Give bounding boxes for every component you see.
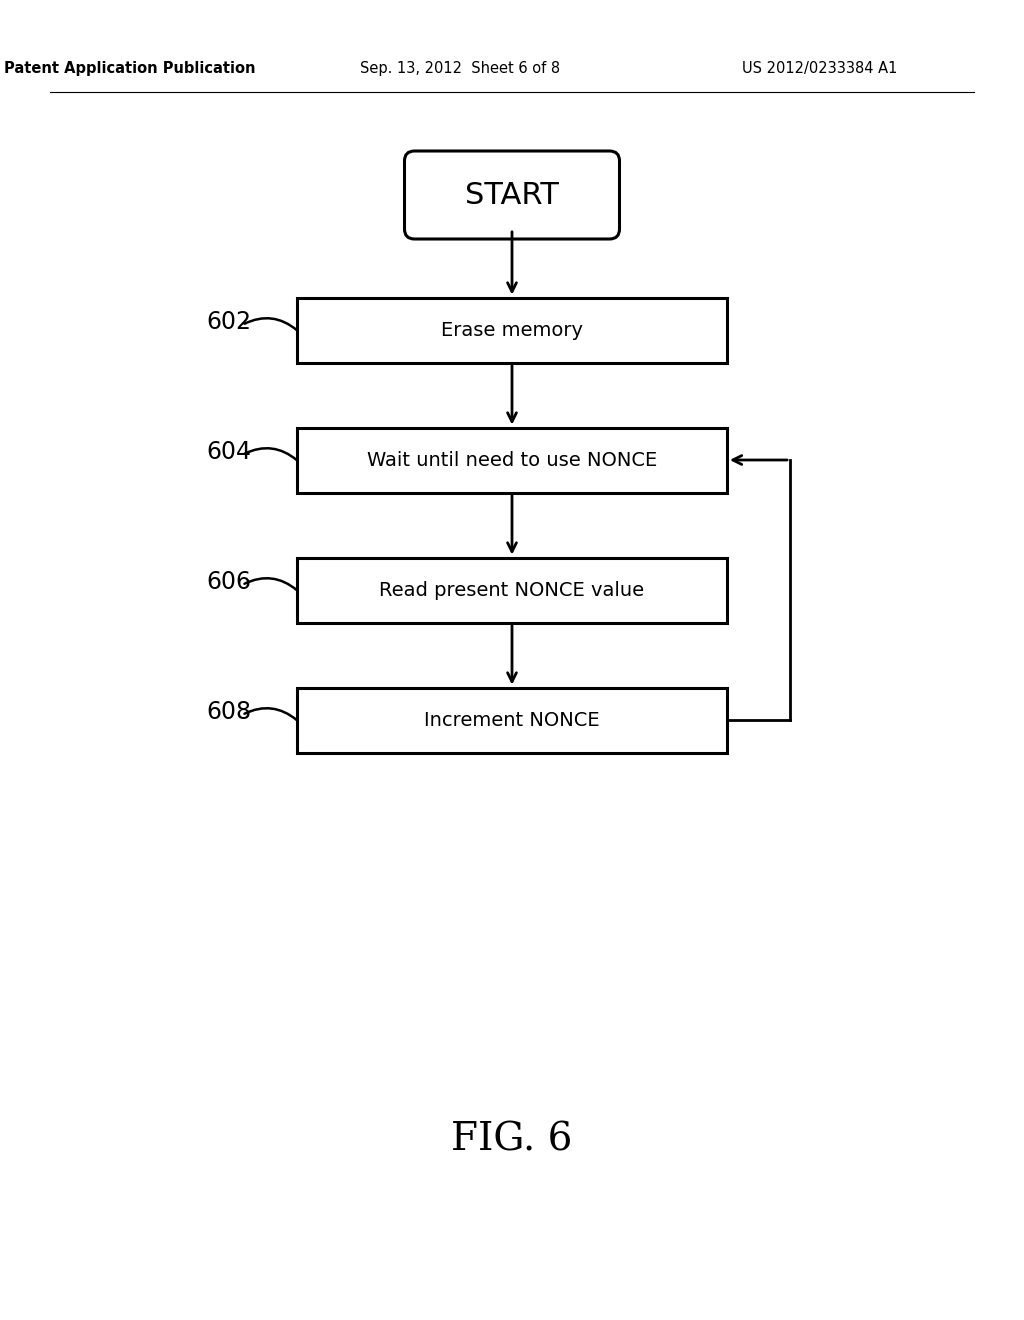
Text: 608: 608 [207,700,252,723]
Text: 602: 602 [207,310,252,334]
Text: Increment NONCE: Increment NONCE [424,710,600,730]
Text: 604: 604 [207,440,252,465]
Text: 606: 606 [207,570,252,594]
FancyBboxPatch shape [404,150,620,239]
Text: START: START [465,181,559,210]
Text: Sep. 13, 2012  Sheet 6 of 8: Sep. 13, 2012 Sheet 6 of 8 [360,61,560,75]
Bar [297,428,727,492]
Bar [297,688,727,752]
Text: FIG. 6: FIG. 6 [452,1122,572,1159]
Text: Read present NONCE value: Read present NONCE value [380,581,644,599]
Text: Wait until need to use NONCE: Wait until need to use NONCE [367,450,657,470]
Text: Erase memory: Erase memory [441,321,583,339]
Text: US 2012/0233384 A1: US 2012/0233384 A1 [742,61,898,75]
Bar [297,297,727,363]
Bar [297,557,727,623]
Text: Patent Application Publication: Patent Application Publication [4,61,256,75]
